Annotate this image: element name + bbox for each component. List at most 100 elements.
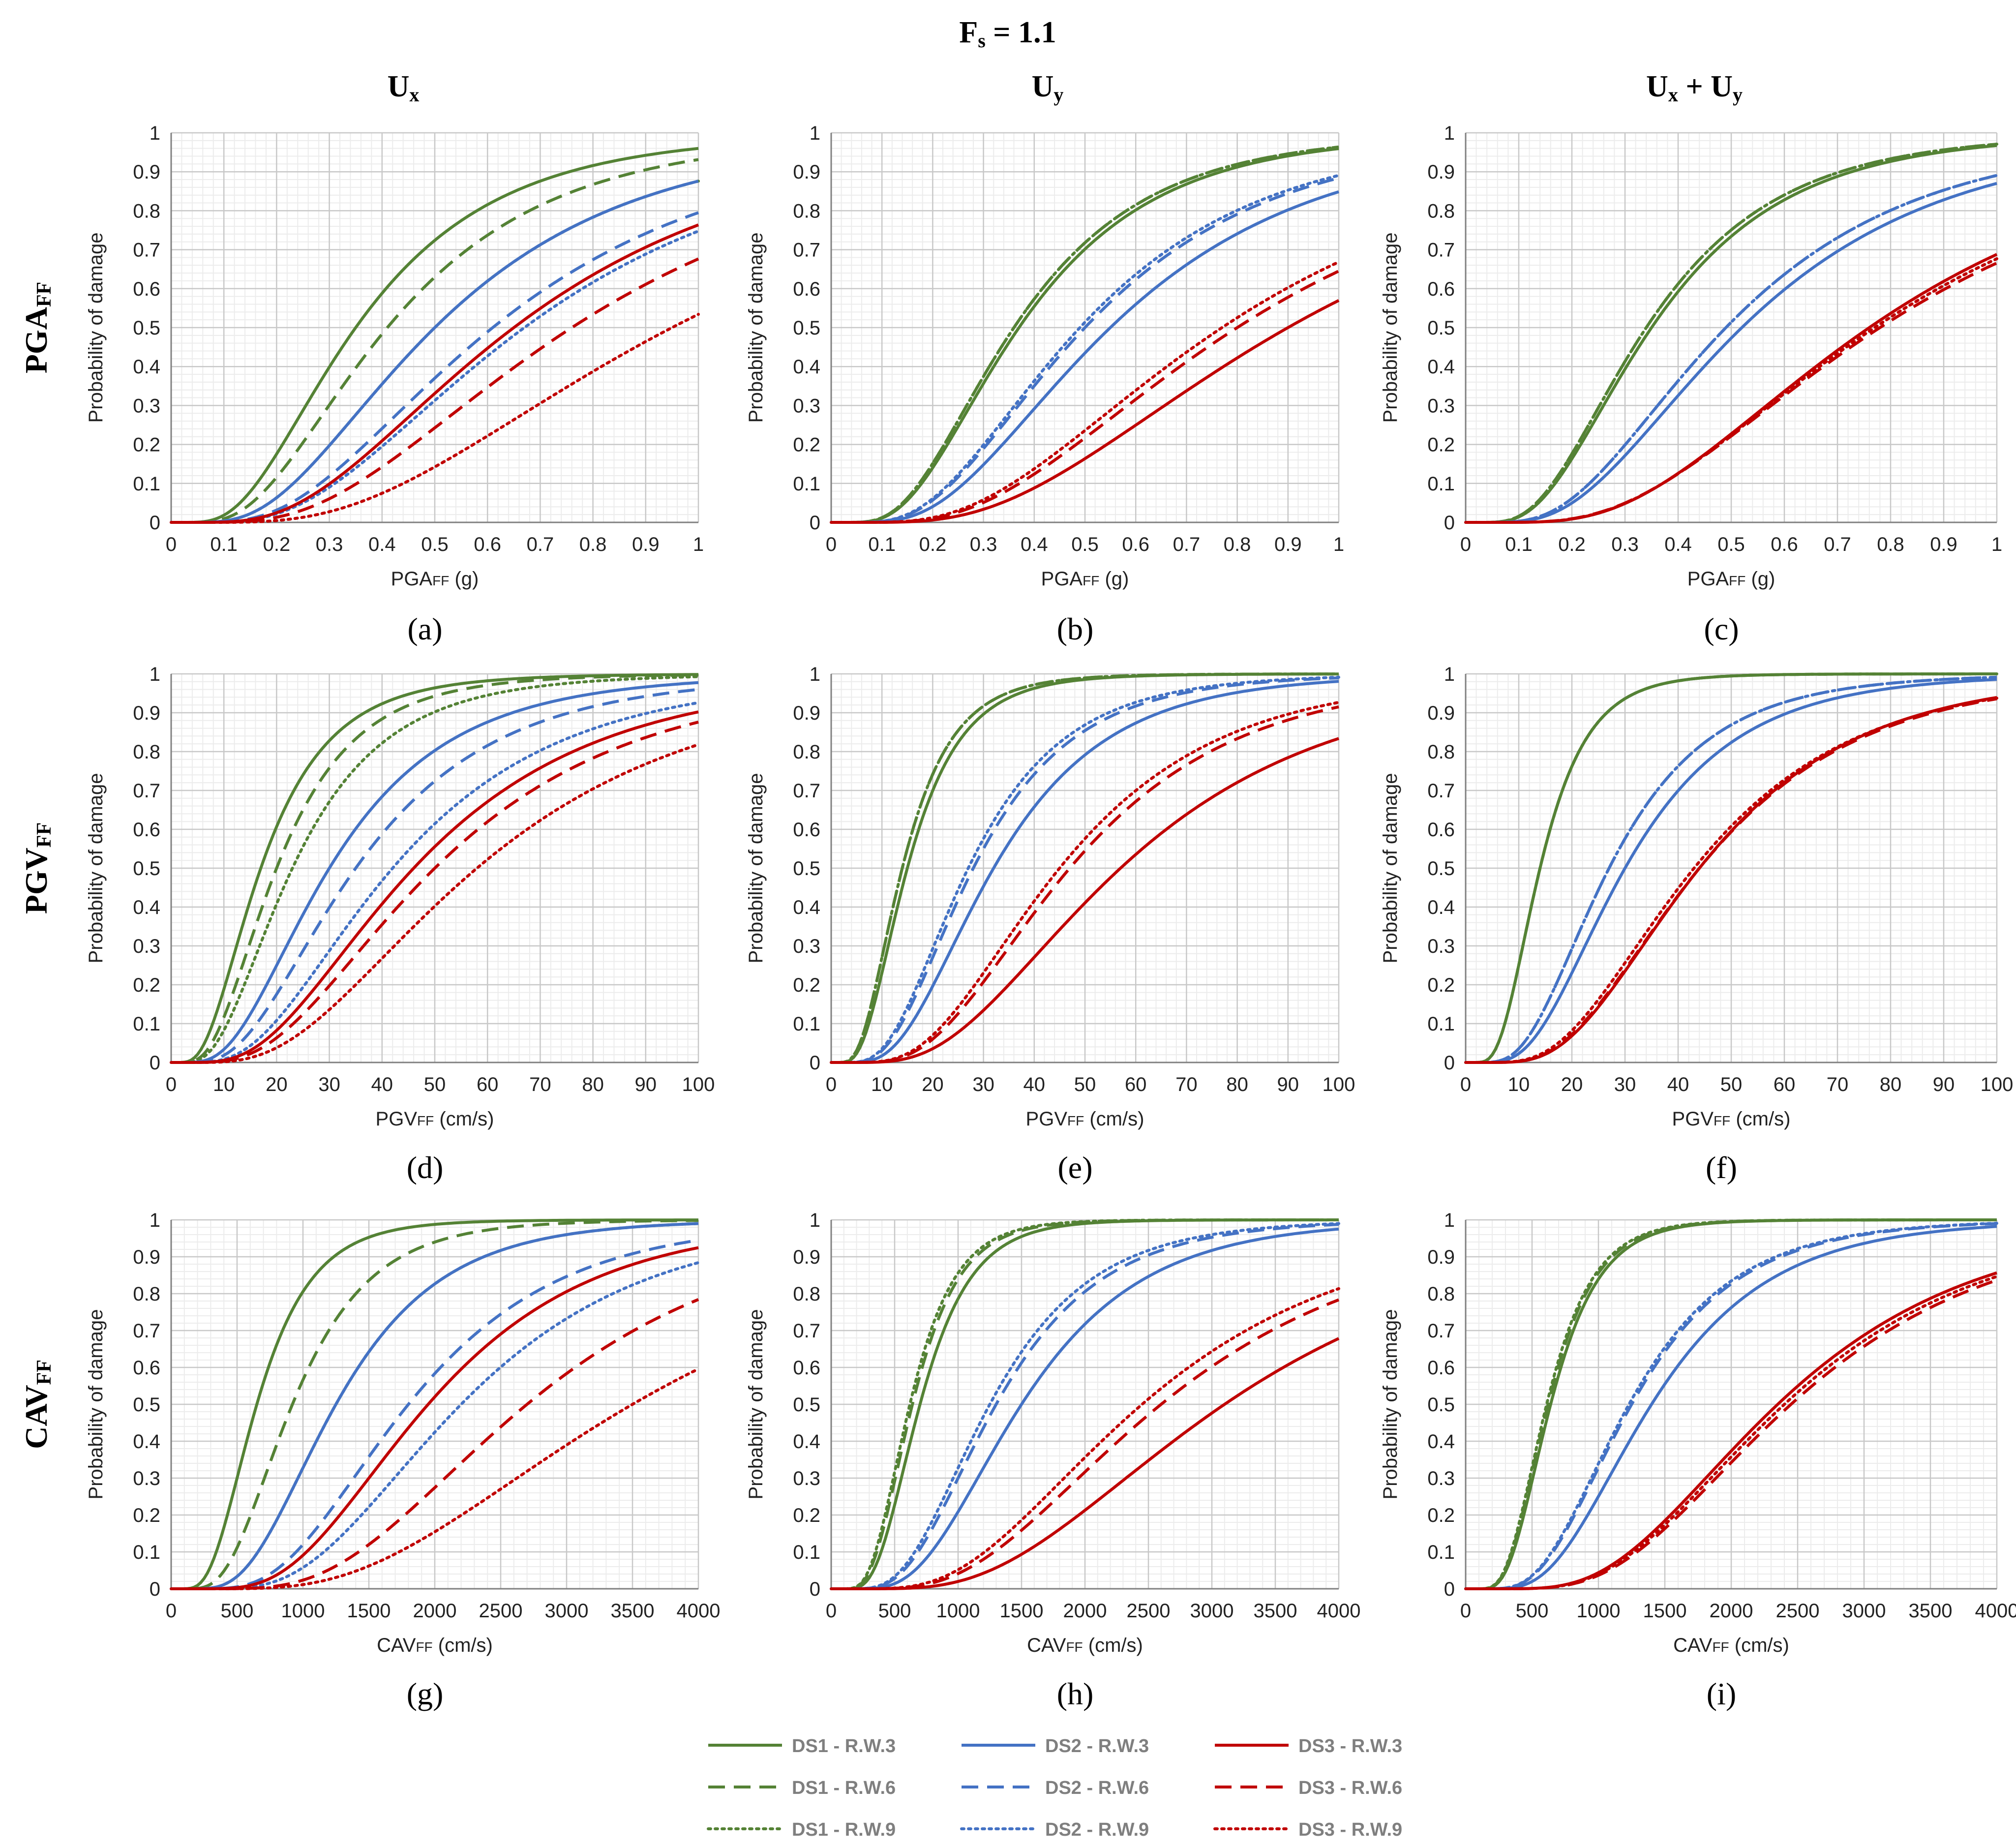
x-tick-label: 0.2	[1558, 534, 1586, 555]
legend-label: DS3 - R.W.9	[1298, 1819, 1402, 1840]
series-line-ds2-r-w-6	[831, 676, 1339, 1064]
series-line-ds3-r-w-6	[171, 721, 699, 1064]
y-tick-label: 0.8	[133, 200, 160, 222]
x-tick-label: 2500	[479, 1600, 523, 1622]
chart-panel-i: 0 500 1000 1500 2000 2500 3000 3500 4000 0 0.1 0.2 0…	[1380, 1210, 2016, 1711]
y-tick-label: 0.9	[793, 702, 820, 724]
series-line-ds2-r-w-6	[171, 688, 699, 1064]
series-line-ds3-r-w-9	[170, 1367, 700, 1590]
legend-label: DS2 - R.W.9	[1045, 1819, 1149, 1840]
y-tick-label: 0.4	[133, 356, 160, 378]
x-tick-label: 10	[871, 1074, 893, 1095]
x-tick-label: 0.2	[263, 534, 291, 555]
y-tick-label: 1	[150, 1210, 160, 1231]
x-tick-label: 100	[1981, 1074, 2014, 1095]
y-tick-label: 0.7	[1427, 1320, 1455, 1342]
series-line-ds1-r-w-9	[1464, 143, 1998, 524]
x-tick-label: 1000	[281, 1600, 325, 1622]
series-line-ds2-r-w-3	[171, 681, 699, 1064]
y-tick-label: 0.6	[793, 819, 820, 841]
y-tick-label: 0.3	[133, 395, 160, 417]
x-tick-label: 0.5	[421, 534, 449, 555]
x-tick-label: 70	[529, 1074, 551, 1095]
x-tick-label: 90	[1277, 1074, 1299, 1095]
x-tick-label: 1500	[1000, 1600, 1044, 1622]
x-tick-label: 4000	[1975, 1600, 2016, 1622]
y-tick-label: 0.4	[793, 356, 820, 378]
figure-title: Fs = 1.1	[959, 16, 1056, 52]
y-tick-label: 0	[150, 1578, 160, 1600]
series-line-ds1-r-w-9	[1464, 1218, 1998, 1590]
y-tick-label: 0.3	[133, 936, 160, 957]
y-tick-label: 0.3	[1427, 936, 1455, 957]
y-tick-label: 0.8	[1427, 741, 1455, 763]
x-tick-label: 2500	[1127, 1600, 1171, 1622]
y-tick-label: 0.2	[793, 1505, 820, 1526]
series-line-ds2-r-w-3	[831, 1227, 1339, 1590]
chart-panel-h: 0 500 1000 1500 2000 2500 3000 3500 4000 0 0.1 0.2 0…	[745, 1210, 1360, 1711]
y-tick-label: 0.3	[793, 395, 820, 417]
series-line-ds2-r-w-3	[1466, 182, 1997, 524]
x-tick-label: 10	[213, 1074, 235, 1095]
x-tick-label: 0.6	[474, 534, 501, 555]
y-tick-label: 0.7	[133, 1320, 160, 1342]
x-axis-label: PGVFF (cm/s)	[1026, 1108, 1144, 1130]
row-header-1: PGAFF	[19, 282, 56, 373]
x-tick-label: 4000	[1317, 1600, 1361, 1622]
series-group	[830, 145, 1340, 524]
x-tick-label: 2500	[1776, 1600, 1820, 1622]
y-tick-label: 1	[1444, 664, 1455, 685]
y-tick-label: 0.6	[133, 278, 160, 300]
y-tick-label: 0.2	[133, 1505, 160, 1526]
x-axis-label: PGAFF (g)	[1041, 568, 1129, 590]
x-axis-label: PGVFF (cm/s)	[376, 1108, 494, 1130]
series-line-ds1-r-w-9	[830, 1218, 1340, 1590]
x-tick-label: 0.3	[316, 534, 343, 555]
y-tick-label: 0.6	[793, 1357, 820, 1379]
x-tick-label: 0.1	[1505, 534, 1533, 555]
series-line-ds1-r-w-6	[171, 1219, 699, 1590]
x-tick-label: 0.9	[1930, 534, 1957, 555]
x-tick-label: 500	[1516, 1600, 1549, 1622]
x-axis-label: PGVFF (cm/s)	[1672, 1108, 1791, 1130]
row-header-3: CAVFF	[19, 1360, 56, 1449]
chart-panel-a: 0 0.1 0.2 0.3 0.4 0.5 0.6 0.7 0.8 0.9 1 0 0.1 0.2 0.3 0…	[85, 122, 704, 646]
y-tick-label: 0	[150, 1052, 160, 1074]
y-tick-label: 0.2	[1427, 1505, 1455, 1526]
series-line-ds3-r-w-9	[830, 260, 1340, 524]
x-tick-label: 0	[166, 1074, 177, 1095]
series-group	[1464, 1218, 1998, 1590]
y-axis-label: Probability of damage	[1380, 773, 1401, 964]
x-tick-label: 3000	[1842, 1600, 1886, 1622]
x-tick-label: 0	[1460, 1600, 1471, 1622]
x-tick-label: 0.7	[1824, 534, 1851, 555]
x-tick-label: 0.1	[210, 534, 238, 555]
x-axis-label: CAVFF (cm/s)	[1673, 1635, 1789, 1656]
y-tick-label: 0	[810, 512, 820, 534]
legend-label: DS1 - R.W.6	[792, 1778, 896, 1798]
series-line-ds3-r-w-6	[171, 257, 699, 524]
y-tick-label: 0	[1444, 1052, 1455, 1074]
legend-label: DS3 - R.W.6	[1298, 1778, 1402, 1798]
x-tick-label: 50	[424, 1074, 446, 1095]
y-tick-label: 0.1	[793, 1542, 820, 1563]
series-line-ds2-r-w-3	[1466, 678, 1997, 1064]
series-line-ds2-r-w-3	[831, 190, 1339, 524]
x-tick-label: 500	[878, 1600, 911, 1622]
panel-label: (c)	[1704, 611, 1739, 646]
y-axis-label: Probability of damage	[85, 233, 107, 423]
x-tick-label: 0.6	[1122, 534, 1149, 555]
x-tick-label: 1000	[1577, 1600, 1621, 1622]
x-tick-label: 0.6	[1771, 534, 1798, 555]
y-tick-label: 0.4	[793, 897, 820, 918]
series-line-ds2-r-w-6	[831, 1223, 1339, 1590]
column-header-1: Ux	[388, 70, 420, 106]
x-tick-label: 100	[1323, 1074, 1355, 1095]
series-line-ds1-r-w-9	[830, 145, 1340, 524]
series-group	[170, 1218, 700, 1590]
y-tick-label: 0.7	[133, 240, 160, 261]
y-tick-label: 0.3	[1427, 1468, 1455, 1489]
x-tick-label: 30	[972, 1074, 994, 1095]
y-tick-label: 0.4	[1427, 356, 1455, 378]
series-line-ds2-r-w-3	[1466, 1225, 1997, 1590]
